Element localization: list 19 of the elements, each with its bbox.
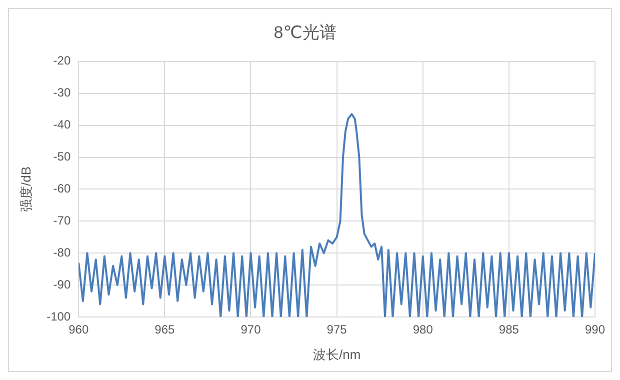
- y-tick-label: -20: [53, 54, 71, 68]
- y-tick-label: -80: [53, 245, 71, 260]
- x-tick-label: 975: [326, 322, 348, 337]
- y-tick-label: -90: [53, 277, 71, 292]
- y-tick-label: -70: [53, 213, 71, 228]
- x-tick-label: 970: [240, 322, 262, 337]
- y-tick-label: -40: [53, 118, 71, 132]
- y-axis-title: 强度/dB: [18, 166, 34, 212]
- x-tick-label: 965: [154, 322, 176, 337]
- y-tick-label: -100: [46, 309, 71, 324]
- chart-title: 8℃光谱: [274, 22, 336, 42]
- y-tick-label: -30: [53, 86, 71, 100]
- x-axis-title: 波长/nm: [312, 346, 361, 362]
- x-tick-label: 960: [68, 322, 89, 337]
- x-tick-label: 985: [498, 322, 520, 337]
- x-tick-label: 980: [412, 322, 434, 337]
- y-tick-label: -50: [53, 150, 71, 164]
- y-tick-label: -60: [53, 182, 71, 196]
- x-tick-label: 990: [584, 322, 606, 337]
